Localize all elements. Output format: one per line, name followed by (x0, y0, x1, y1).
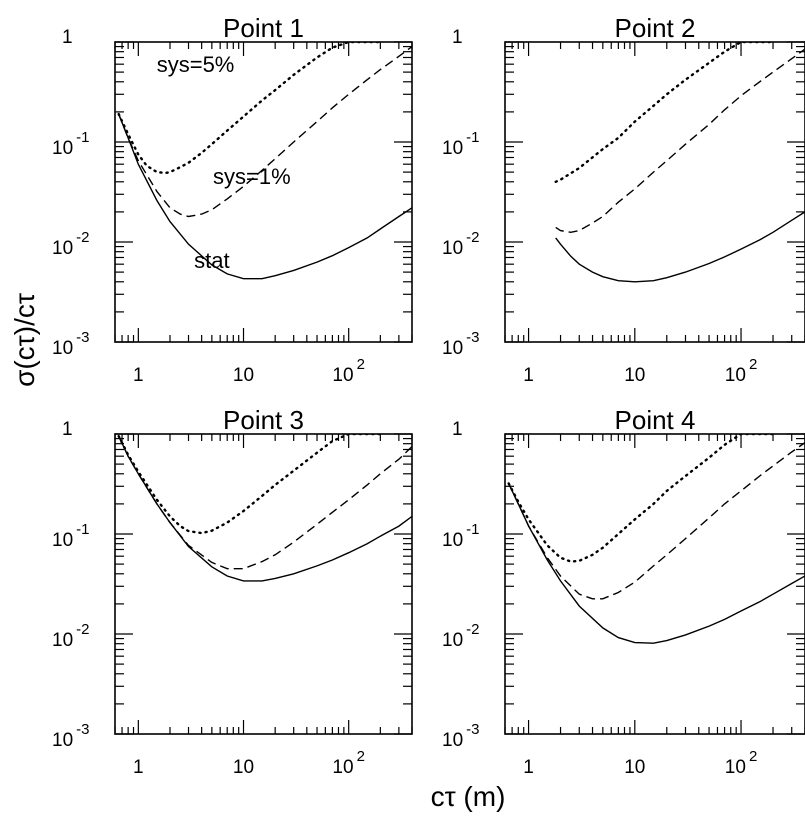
y-tick-label: 10-1 (442, 129, 479, 159)
y-tick-label: 10-3 (442, 721, 479, 751)
x-tick-base: 10 (332, 757, 353, 778)
dashed-curve (555, 48, 805, 234)
x-tick-label: 1 (133, 757, 144, 778)
x-tick-base: 10 (332, 365, 353, 386)
y-tick-label: 10-3 (52, 329, 89, 359)
x-tick-label: 1 (133, 365, 144, 386)
x-tick-exponent: 2 (357, 356, 365, 373)
x-tick-label: 102 (725, 748, 757, 778)
y-tick-base: 10 (442, 138, 463, 159)
x-tick-exponent: 2 (749, 748, 757, 765)
y-axis-label: σ(cτ)/cτ (9, 293, 40, 387)
y-tick-exponent: -2 (76, 621, 89, 638)
panels-group: Point 11 10 102110-110-210-3sys=5%sys=1%st… (52, 13, 805, 778)
y-tick-label: 10-2 (52, 621, 89, 651)
y-tick-exponent: -3 (76, 329, 89, 346)
panel-title: Point 1 (223, 13, 304, 43)
y-tick-base: 10 (52, 338, 73, 359)
y-tick-label: 10-2 (52, 229, 89, 259)
panel-title: Point 4 (615, 405, 696, 435)
y-tick-label: 10-3 (52, 721, 89, 751)
y-tick-label: 10-3 (442, 329, 479, 359)
x-tick-label: 10 (624, 365, 645, 386)
curve-annotation: stat (194, 248, 229, 273)
y-tick-label: 1 (452, 419, 463, 440)
x-tick-exponent: 2 (749, 356, 757, 373)
solid-curve (555, 211, 805, 283)
x-tick-label: 10 (233, 365, 254, 386)
x-tick-label: 1 (523, 365, 534, 386)
x-tick-label: 102 (332, 356, 364, 386)
x-tick-label: 1 (523, 757, 534, 778)
panel-title: Point 3 (223, 405, 304, 435)
dotted-curve (507, 434, 775, 563)
y-tick-base: 10 (442, 630, 463, 651)
x-tick-exponent: 2 (357, 748, 365, 765)
y-tick-exponent: -3 (76, 721, 89, 738)
dotted-curve (117, 42, 382, 175)
dotted-curve (117, 434, 382, 535)
dashed-curve (118, 435, 412, 570)
panel-1: Point 11 10 102110-110-210-3sys=5%sys=1%st… (52, 13, 413, 386)
x-tick-label: 10 (624, 757, 645, 778)
y-tick-exponent: -1 (76, 521, 89, 538)
dotted-curve (554, 42, 775, 184)
y-tick-base: 10 (52, 138, 73, 159)
y-tick-base: 10 (442, 530, 463, 551)
y-tick-base: 10 (52, 730, 73, 751)
plot-frame (114, 41, 413, 343)
y-tick-label: 1 (62, 419, 73, 440)
y-tick-base: 10 (52, 530, 73, 551)
x-tick-base: 1 (523, 757, 534, 778)
y-tick-exponent: -2 (76, 229, 89, 246)
solid-curve (118, 113, 412, 280)
x-tick-base: 10 (624, 365, 645, 386)
curve-annotation: sys=1% (213, 164, 291, 189)
x-tick-base: 1 (523, 365, 534, 386)
solid-curve (508, 483, 805, 644)
y-tick-exponent: -1 (466, 129, 479, 146)
y-tick-exponent: -3 (466, 721, 479, 738)
plot-frame (114, 433, 413, 735)
y-tick-exponent: -1 (466, 521, 479, 538)
y-tick-exponent: -3 (466, 329, 479, 346)
plot-frame (504, 41, 805, 343)
y-tick-base: 10 (52, 238, 73, 259)
x-tick-base: 10 (725, 757, 746, 778)
curve-annotation: sys=5% (157, 52, 235, 77)
y-tick-base: 10 (442, 338, 463, 359)
y-tick-exponent: -2 (466, 229, 479, 246)
x-tick-base: 1 (133, 757, 144, 778)
x-tick-base: 10 (725, 365, 746, 386)
y-tick-label: 10-1 (52, 129, 89, 159)
y-tick-label: 1 (62, 27, 73, 48)
x-tick-label: 10 (233, 757, 254, 778)
y-tick-label: 10-1 (442, 521, 479, 551)
y-tick-label: 1 (452, 27, 463, 48)
x-axis-label: cτ (m) (431, 781, 506, 812)
x-tick-base: 10 (233, 757, 254, 778)
x-tick-base: 10 (624, 757, 645, 778)
x-tick-base: 1 (133, 365, 144, 386)
dashed-curve (508, 442, 805, 600)
y-tick-label: 10-2 (442, 621, 479, 651)
y-tick-label: 10-2 (442, 229, 479, 259)
y-tick-base: 10 (52, 630, 73, 651)
y-tick-exponent: -2 (466, 621, 479, 638)
y-tick-label: 10-1 (52, 521, 89, 551)
plot-frame (504, 433, 805, 735)
y-tick-exponent: -1 (76, 129, 89, 146)
x-tick-label: 102 (725, 356, 757, 386)
y-tick-base: 10 (442, 238, 463, 259)
x-tick-label: 102 (332, 748, 364, 778)
panel-title: Point 2 (615, 13, 696, 43)
x-tick-base: 10 (233, 365, 254, 386)
y-tick-base: 10 (442, 730, 463, 751)
